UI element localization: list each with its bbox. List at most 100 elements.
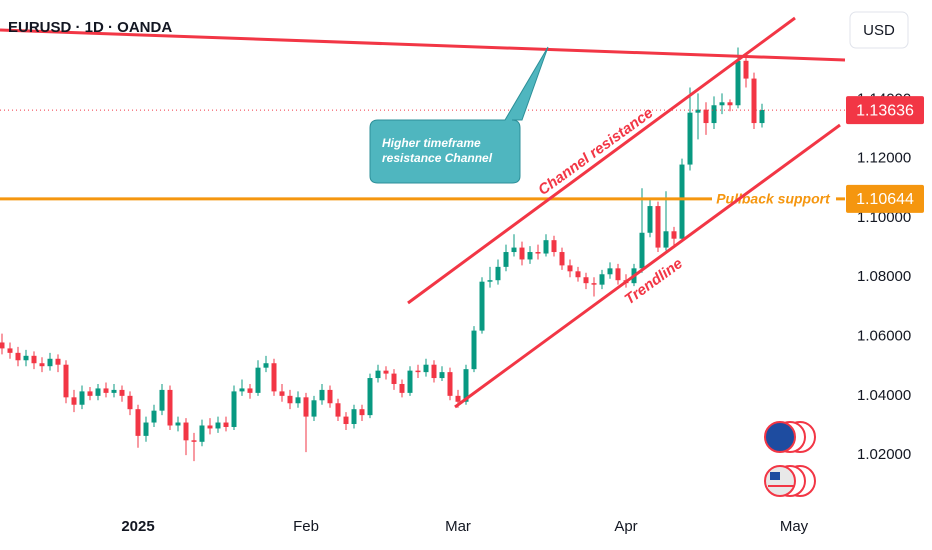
candle-body bbox=[271, 363, 277, 392]
candle-body bbox=[671, 231, 677, 239]
candle-body bbox=[647, 206, 653, 233]
candle-body bbox=[543, 240, 549, 254]
flag-icons bbox=[764, 421, 816, 497]
candles: Pullback support bbox=[0, 47, 845, 462]
candle-body bbox=[111, 389, 117, 393]
candle-body bbox=[31, 355, 37, 364]
callout-box bbox=[369, 46, 549, 184]
price-label-box bbox=[846, 184, 924, 213]
candle-body bbox=[351, 409, 357, 425]
currency: USD bbox=[863, 22, 895, 39]
currency-box[interactable] bbox=[849, 11, 909, 49]
x-tick-label: 2025 bbox=[121, 518, 154, 535]
candle-body bbox=[199, 425, 205, 442]
candle-body bbox=[639, 232, 645, 269]
candle-body bbox=[7, 348, 13, 353]
candle-body bbox=[79, 391, 85, 405]
candle-body bbox=[735, 60, 741, 106]
candle-body bbox=[0, 342, 5, 349]
candle-body bbox=[183, 422, 189, 441]
candle-body bbox=[367, 378, 373, 416]
candle-body bbox=[679, 164, 685, 239]
candle-body bbox=[503, 252, 509, 267]
candle-body bbox=[527, 252, 533, 260]
candle-body bbox=[695, 109, 701, 113]
callout-text: resistance Channel bbox=[382, 151, 493, 165]
candle-body bbox=[615, 268, 621, 281]
candle-body bbox=[95, 388, 101, 396]
candle-body bbox=[255, 367, 261, 393]
candle-body bbox=[327, 389, 333, 404]
candle-body bbox=[295, 397, 301, 404]
price-label-box bbox=[846, 96, 924, 125]
candle-body bbox=[687, 112, 693, 165]
candle-body bbox=[119, 389, 125, 396]
y-tick-label: 1.08000 bbox=[857, 268, 911, 285]
candle-body bbox=[415, 370, 421, 373]
candle-body bbox=[191, 440, 197, 442]
candle-body bbox=[447, 372, 453, 396]
candle-body bbox=[751, 78, 757, 124]
candle-body bbox=[599, 274, 605, 285]
candle-body bbox=[335, 403, 341, 417]
candle-body bbox=[607, 268, 613, 275]
candle-body bbox=[175, 422, 181, 426]
candle-body bbox=[431, 364, 437, 379]
candle-body bbox=[343, 416, 349, 425]
candle-body bbox=[559, 252, 565, 266]
candle-body bbox=[311, 400, 317, 417]
candle-body bbox=[103, 388, 109, 393]
candle-body bbox=[55, 358, 61, 365]
candle-body bbox=[407, 370, 413, 393]
candle-body bbox=[303, 397, 309, 417]
candle-body bbox=[223, 422, 229, 427]
x-tick-label: May bbox=[780, 518, 809, 535]
price-label: 1.13636 bbox=[856, 102, 914, 119]
candle-body bbox=[23, 355, 29, 361]
candle-body bbox=[287, 395, 293, 404]
candle-body bbox=[743, 60, 749, 79]
candle-body bbox=[71, 397, 77, 405]
candle-body bbox=[551, 240, 557, 253]
chart-title: EURUSD · 1D · OANDA bbox=[8, 19, 172, 36]
candle-body bbox=[87, 391, 93, 396]
axis-labels: 1.02000 1.04000 1.06000 1.08000 1.10000 1.120… bbox=[121, 90, 924, 535]
channel-resistance-line bbox=[407, 16, 796, 305]
candle-body bbox=[383, 370, 389, 374]
candle-body bbox=[151, 410, 157, 423]
candle-body bbox=[319, 389, 325, 401]
candle-body bbox=[519, 247, 525, 260]
candle-body bbox=[47, 358, 53, 367]
candle-body bbox=[591, 283, 597, 285]
y-tick-label: 1.10000 bbox=[857, 209, 911, 226]
candle-body bbox=[391, 373, 397, 384]
candle-body bbox=[207, 425, 213, 429]
candle-body bbox=[399, 383, 405, 393]
candle-body bbox=[535, 252, 541, 254]
candle-body bbox=[247, 388, 253, 393]
candle-body bbox=[231, 391, 237, 427]
candle-body bbox=[463, 369, 469, 402]
y-tick-label: 1.02000 bbox=[857, 446, 911, 463]
candle-body bbox=[655, 206, 661, 248]
y-tick-label: 1.04000 bbox=[857, 387, 911, 404]
htf-resistance-line bbox=[0, 28, 846, 62]
callout-text: Higher timeframe bbox=[382, 136, 481, 150]
x-tick-label: Apr bbox=[614, 518, 637, 535]
candle-body bbox=[215, 422, 221, 429]
candle-body bbox=[727, 102, 733, 106]
price-label: 1.10644 bbox=[856, 191, 914, 208]
candle-body bbox=[159, 389, 165, 411]
candle-body bbox=[487, 280, 493, 282]
candle-body bbox=[375, 370, 381, 379]
trendline bbox=[454, 123, 841, 409]
candle-body bbox=[439, 372, 445, 379]
candle-body bbox=[135, 409, 141, 436]
price-axis bbox=[845, 0, 932, 550]
candle-body bbox=[63, 364, 69, 398]
support-label-bg bbox=[712, 188, 836, 209]
candle-body bbox=[575, 271, 581, 278]
candle-body bbox=[471, 330, 477, 370]
candle-body bbox=[711, 105, 717, 124]
